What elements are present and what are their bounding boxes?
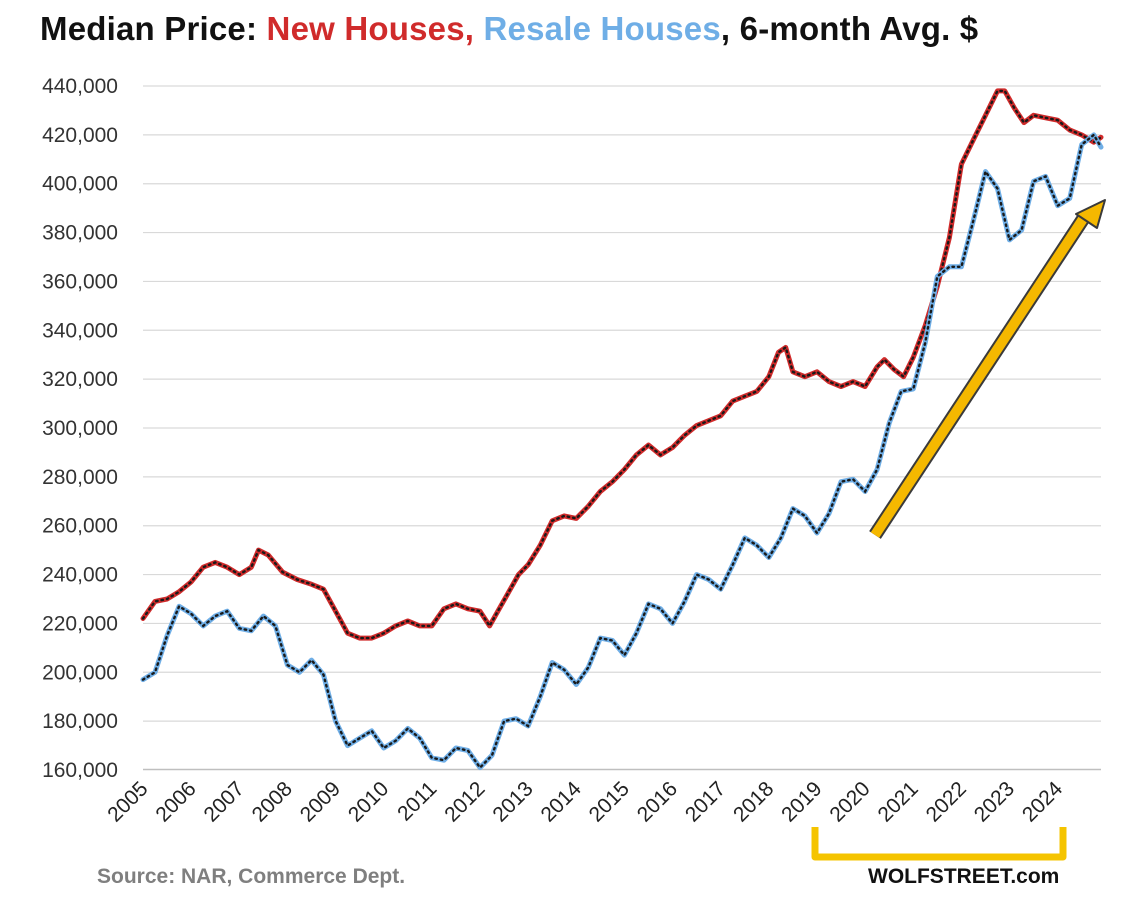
- bracket-highlight: [811, 827, 1067, 861]
- gridlines: [143, 85, 1101, 722]
- x-tick-label: 2024: [1018, 777, 1068, 827]
- x-tick-label: 2010: [344, 777, 393, 826]
- x-tick-label: 2013: [488, 777, 537, 826]
- series-dots-new-houses: [141, 89, 1103, 640]
- y-tick-label: 320,000: [42, 368, 118, 391]
- title-prefix: Median Price:: [40, 10, 267, 47]
- x-tick-label: 2014: [537, 777, 587, 827]
- y-tick-label: 380,000: [42, 222, 118, 245]
- y-tick-label: 400,000: [42, 173, 118, 196]
- series-line-new-houses: [140, 88, 1104, 641]
- y-tick-label: 340,000: [42, 319, 118, 342]
- y-tick-label: 180,000: [42, 710, 118, 733]
- trend-arrow: [869, 199, 1106, 539]
- x-tick-label: 2015: [585, 777, 634, 826]
- x-tick-label: 2023: [970, 777, 1019, 826]
- watermark: WOLFSTREET.com: [868, 865, 1060, 888]
- y-tick-label: 420,000: [42, 124, 118, 147]
- x-tick-label: 2011: [393, 777, 441, 825]
- y-tick-label: 360,000: [42, 270, 118, 293]
- y-tick-label: 260,000: [42, 515, 118, 538]
- x-tick-label: 2020: [825, 777, 874, 826]
- x-tick-label: 2005: [103, 777, 152, 826]
- x-tick-label: 2008: [248, 777, 297, 826]
- y-tick-label: 300,000: [42, 417, 118, 440]
- x-tick-label: 2018: [729, 777, 778, 826]
- x-tick-label: 2007: [200, 777, 249, 826]
- x-tick-label: 2017: [681, 777, 730, 826]
- x-tick-label: 2021: [873, 777, 922, 826]
- y-tick-label: 280,000: [42, 466, 118, 489]
- y-tick-label: 160,000: [42, 759, 118, 782]
- source-note: Source: NAR, Commerce Dept.: [97, 865, 406, 888]
- y-tick-label: 240,000: [42, 564, 118, 587]
- x-tick-label: 2012: [440, 777, 489, 826]
- chart-title: Median Price: New Houses, Resale Houses,…: [40, 10, 978, 48]
- y-tick-label: 200,000: [42, 661, 118, 684]
- x-tick-label: 2006: [151, 777, 200, 826]
- title-new-houses: New Houses,: [266, 10, 475, 47]
- x-tick-label: 2022: [922, 777, 971, 826]
- series-dots-resale-houses: [141, 133, 1103, 770]
- y-tick-label: 440,000: [42, 75, 118, 98]
- title-resale-houses: Resale Houses: [474, 10, 721, 47]
- y-tick-label: 220,000: [42, 612, 118, 635]
- series-lines: [140, 88, 1104, 771]
- y-axis-ticks: 160,000 180,000 200,000 220,000 240,000 260,0…: [42, 75, 118, 782]
- x-tick-label: 2009: [296, 777, 345, 826]
- x-tick-label: 2016: [633, 777, 682, 826]
- title-suffix: , 6-month Avg. $: [720, 10, 979, 47]
- x-tick-label: 2019: [777, 777, 826, 826]
